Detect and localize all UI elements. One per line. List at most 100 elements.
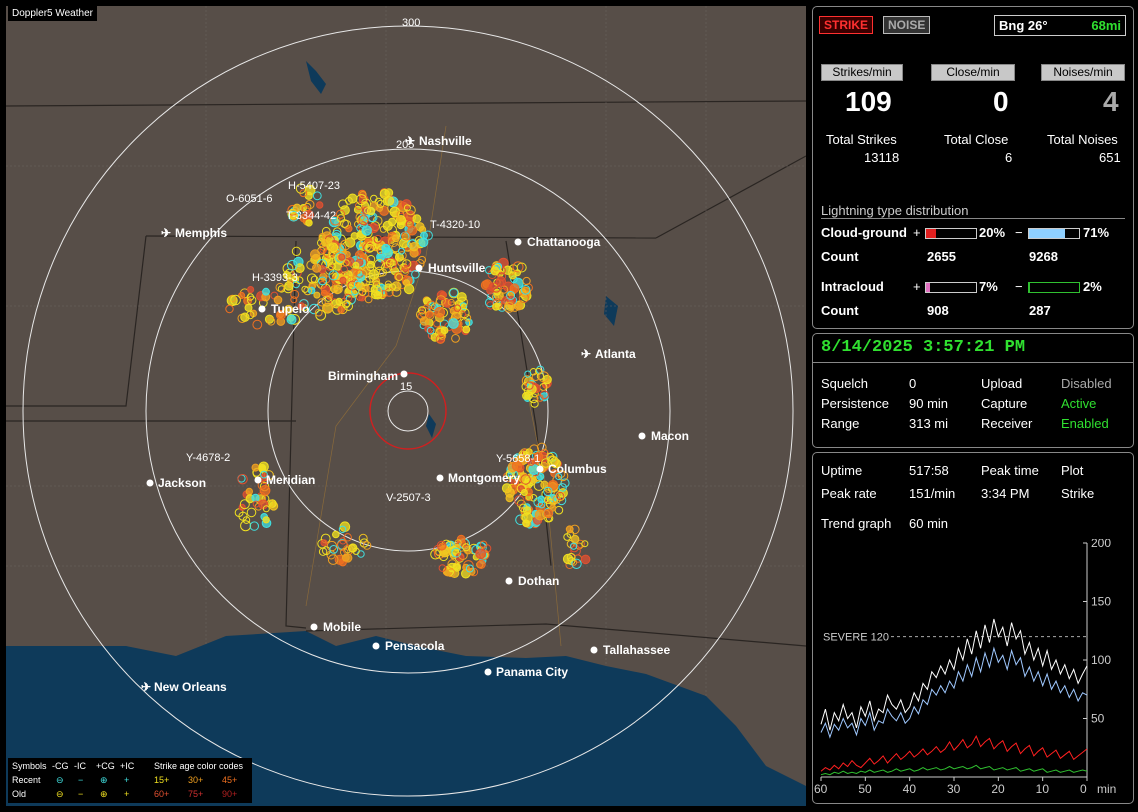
storm-cell-tag[interactable]: H-5407-23 <box>288 180 340 192</box>
strike-symbol <box>449 288 459 298</box>
city-nashville: ✈ Nashville <box>405 134 472 148</box>
strike-symbol <box>403 279 410 287</box>
strike-symbol <box>290 296 298 304</box>
strike-symbol <box>355 282 363 290</box>
city-dot-icon <box>310 623 318 631</box>
city-dot-icon <box>254 476 262 484</box>
lake <box>306 61 326 94</box>
strike-symbol <box>247 286 255 294</box>
x-tick-label: 0 <box>1080 782 1087 796</box>
strike-symbol <box>258 463 267 472</box>
trend-series-line <box>820 646 1088 739</box>
ring-label-15: 15 <box>400 381 412 393</box>
strike-symbol <box>426 326 435 335</box>
strike-symbol <box>401 231 411 241</box>
strike-symbol <box>427 300 436 310</box>
storm-cell-tag[interactable]: H-3393-3 <box>252 272 298 284</box>
strike-symbol <box>333 284 343 294</box>
capture-value[interactable]: Active <box>1061 396 1097 411</box>
strike-symbol <box>326 242 336 252</box>
storm-cell-tag[interactable]: O-6051-6 <box>226 193 272 205</box>
lake <box>604 296 618 326</box>
strike-symbol <box>546 455 558 467</box>
strike-symbol <box>376 199 385 208</box>
strike-symbol <box>519 503 528 513</box>
strike-symbol <box>343 300 351 308</box>
strike-symbol <box>321 295 333 307</box>
range-rings <box>22 25 794 797</box>
ic-pos-bar <box>925 282 977 293</box>
uptime-label: Uptime <box>821 463 863 478</box>
airport-icon: ✈ <box>581 347 591 361</box>
strike-symbol <box>456 292 467 303</box>
city-label: Jackson <box>158 476 206 490</box>
upload-value[interactable]: Disabled <box>1061 376 1112 391</box>
x-tick-label: 10 <box>1036 782 1050 796</box>
strike-symbol <box>535 367 542 375</box>
strike-symbol <box>294 263 305 274</box>
storm-cell-tag[interactable]: Y-4678-2 <box>186 452 230 464</box>
strike-symbol <box>492 303 500 311</box>
storm-cell-tag[interactable]: Y-5658-1 <box>496 453 540 465</box>
range-value[interactable]: 313 mi <box>909 416 949 431</box>
strike-symbol <box>516 262 527 273</box>
storm-cell-tag[interactable]: T-3344-42 <box>286 210 336 222</box>
total-close-label: Total Close <box>944 132 1009 147</box>
strike-symbol <box>332 530 340 539</box>
lightning-map[interactable]: 300 205 15 ✈ Nashville ✈ Memphis Chattanooga… <box>6 6 806 806</box>
squelch-label: Squelch <box>821 376 868 391</box>
strike-symbol <box>409 242 419 252</box>
status-panel: 8/14/2025 3:57:21 PM Squelch 0 Upload Di… <box>812 333 1134 448</box>
strike-symbol <box>290 289 300 299</box>
strike-symbol <box>317 298 326 307</box>
strike-symbol <box>462 325 471 334</box>
strike-symbol <box>401 199 412 210</box>
strike-symbol <box>288 210 300 222</box>
storm-cell-tag[interactable]: V-2507-3 <box>386 492 431 504</box>
strike-symbol <box>440 326 449 335</box>
city-label: Columbus <box>548 462 607 476</box>
noise-button[interactable]: NOISE <box>883 16 931 34</box>
strike-symbol <box>497 272 507 281</box>
noises-min-value: 4 <box>1103 86 1119 117</box>
squelch-value[interactable]: 0 <box>909 376 917 391</box>
strike-symbol <box>503 265 513 275</box>
strike-symbol <box>327 262 336 271</box>
strike-symbol <box>505 471 514 480</box>
strike-symbol <box>479 540 488 549</box>
strike-symbol <box>492 263 502 273</box>
strike-layer <box>225 183 591 579</box>
strike-symbol <box>314 308 323 317</box>
ring-label-205: 205 <box>396 139 414 151</box>
city-macon: Macon <box>638 429 689 443</box>
map-canvas[interactable]: 300 205 15 ✈ Nashville ✈ Memphis Chattanooga… <box>6 6 806 806</box>
strike-symbol <box>287 259 298 271</box>
city-label: Montgomery <box>448 471 520 485</box>
persistence-value[interactable]: 90 min <box>909 396 949 411</box>
strike-symbol <box>342 259 350 267</box>
receiver-value[interactable]: Enabled <box>1061 416 1109 431</box>
city-birmingham: Birmingham <box>328 369 408 383</box>
city-label: Pensacola <box>385 639 445 653</box>
city-label: Tupelo <box>271 302 309 316</box>
strike-symbol <box>358 287 367 296</box>
city-tallahassee: Tallahassee <box>590 643 670 657</box>
strike-symbol <box>345 294 356 305</box>
cg-pos-bar-fill <box>926 229 936 238</box>
storm-cell-tag[interactable]: T-4320-10 <box>430 219 480 231</box>
strike-symbol <box>240 312 250 322</box>
strike-button[interactable]: STRIKE <box>819 16 874 34</box>
strike-symbol <box>315 309 327 321</box>
strike-symbol <box>538 371 550 383</box>
rivers <box>305 125 562 647</box>
plot-value[interactable]: Strike <box>1061 486 1095 501</box>
city-memphis: ✈ Memphis <box>161 226 227 240</box>
y-tick-label: 100 <box>1091 653 1111 667</box>
pos-cg-recent-icon: ⊕ <box>100 775 108 785</box>
cg-pos-bar <box>925 228 977 239</box>
strike-symbol <box>291 246 302 257</box>
trend-graph-value[interactable]: 60 min <box>909 516 949 531</box>
strike-symbol <box>284 281 294 291</box>
total-close-value: 6 <box>1005 150 1013 165</box>
